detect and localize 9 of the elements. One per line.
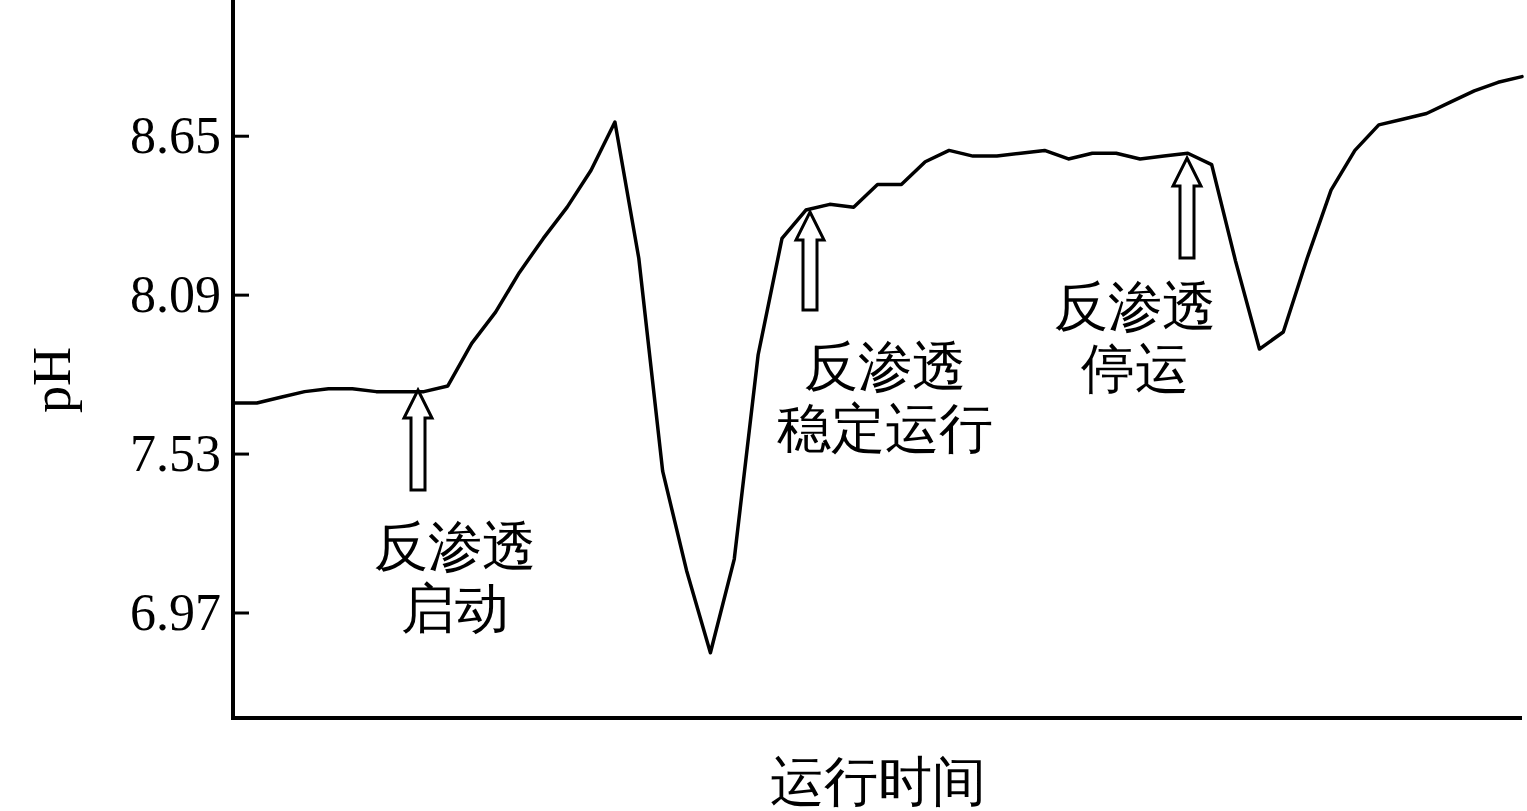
y-tick-label: 6.97 <box>130 584 221 641</box>
annotation: 反渗透停运 <box>1054 277 1216 399</box>
annotation: 反渗透启动 <box>374 517 536 639</box>
annotation: 反渗透稳定运行 <box>777 337 993 459</box>
y-axis-title: pH <box>22 347 82 413</box>
y-tick-label: 8.65 <box>130 107 221 165</box>
x-axis-title: 运行时间 <box>769 752 986 811</box>
y-tick-label: 7.53 <box>130 425 221 483</box>
y-tick-label: 8.09 <box>130 266 221 324</box>
